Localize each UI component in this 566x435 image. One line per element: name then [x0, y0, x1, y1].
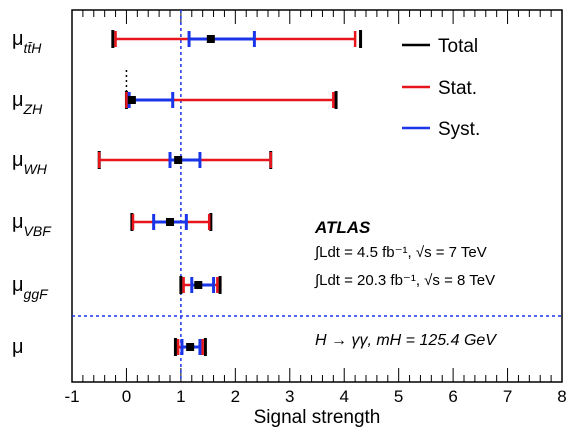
row-label: μtt̄H	[12, 28, 42, 56]
measurement-rows	[97, 30, 363, 356]
central-value-marker	[206, 35, 215, 43]
x-axis-label: Signal strength	[254, 407, 381, 428]
experiment-label: ATLAS	[314, 218, 371, 237]
row-labels: μtt̄H μZH μWH μVBF μggF μ	[12, 28, 52, 358]
measurement-row	[173, 338, 207, 356]
x-tick-label: 1	[176, 387, 185, 406]
central-value-marker	[166, 218, 174, 226]
central-value-marker	[186, 343, 195, 351]
row-label: μggF	[12, 274, 49, 302]
measurement-row	[130, 213, 213, 231]
row-label: μ	[12, 336, 24, 358]
measurement-row	[179, 276, 222, 294]
legend-syst-label: Syst.	[438, 119, 480, 140]
lumi-8tev-annotation: ∫Ldt = 20.3 fb⁻¹, √s = 8 TeV	[314, 272, 495, 289]
x-tick-label: 4	[339, 387, 348, 406]
row-label: μWH	[12, 149, 48, 177]
x-tick-label: 6	[448, 387, 457, 406]
legend-stat-label: Stat.	[438, 78, 477, 99]
plot-frame	[71, 9, 563, 383]
x-tick-label: 8	[557, 387, 566, 406]
reference-lines	[72, 10, 562, 382]
x-tick-label: 3	[285, 387, 294, 406]
x-tick-label: 5	[394, 387, 403, 406]
measurement-row	[124, 70, 338, 109]
legend: Total Stat. Syst.	[402, 36, 480, 140]
x-tick-label: 7	[503, 387, 512, 406]
process-annotation: H → γγ, mH = 125.4 GeV	[315, 332, 497, 349]
central-value-marker	[194, 281, 203, 289]
row-label: μVBF	[12, 211, 52, 239]
measurement-row	[111, 30, 363, 48]
row-label: μZH	[12, 89, 43, 117]
x-tick-label: 0	[122, 387, 131, 406]
measurement-row	[97, 151, 273, 169]
x-tick-label: -1	[64, 387, 79, 406]
central-value-marker	[127, 96, 136, 104]
x-axis-ticks	[71, 10, 563, 382]
x-tick-label: 2	[231, 387, 240, 406]
central-value-marker	[174, 156, 183, 164]
x-tick-labels: -1 0 1 2 3 4 5 6 7 8	[64, 387, 566, 406]
legend-total-label: Total	[438, 36, 478, 57]
lumi-7tev-annotation: ∫Ldt = 4.5 fb⁻¹, √s = 7 TeV	[314, 244, 487, 261]
